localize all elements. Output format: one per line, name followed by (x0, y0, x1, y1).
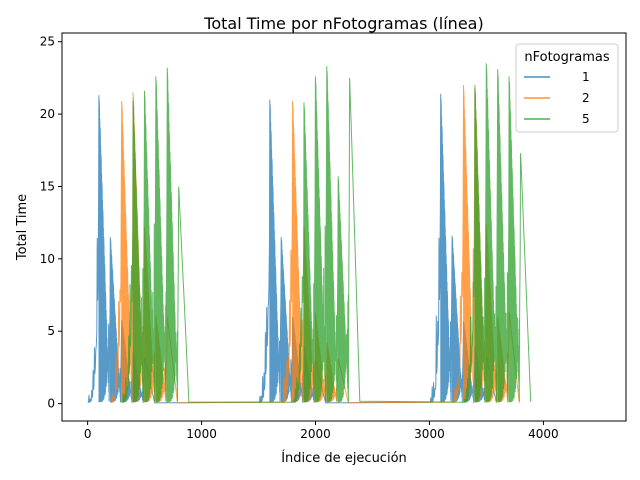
x-tick-label: 2000 (300, 427, 331, 441)
chart-title: Total Time por nFotogramas (línea) (203, 14, 483, 33)
x-axis: 0 1000 2000 3000 4000 (84, 421, 559, 441)
series-line-5 (121, 63, 532, 403)
legend-title: nFotogramas (524, 50, 609, 65)
x-tick-label: 4000 (528, 427, 559, 441)
x-tick-label: 0 (84, 427, 92, 441)
y-tick-label: 5 (47, 324, 55, 338)
legend-items: 1 2 5 (524, 70, 590, 126)
legend-label: 2 (582, 91, 590, 105)
y-tick-label: 15 (40, 179, 55, 193)
x-tick-label: 1000 (186, 427, 217, 441)
legend-frame (515, 43, 619, 133)
x-axis-label: Índice de ejecución (281, 450, 407, 466)
x-tick-label: 3000 (414, 427, 445, 441)
y-axis: 0 5 10 15 20 25 (40, 35, 62, 411)
y-axis-label: Total Time (15, 194, 30, 261)
legend-label: 5 (582, 112, 590, 126)
plot-lines (87, 63, 532, 404)
plot-frame (61, 32, 627, 422)
legend: nFotogramas 1 2 5 (515, 43, 619, 133)
y-tick-label: 25 (40, 35, 55, 49)
y-tick-label: 20 (40, 107, 55, 121)
y-tick-label: 10 (40, 252, 55, 266)
legend-label: 1 (582, 70, 590, 84)
y-tick-label: 0 (47, 397, 55, 411)
